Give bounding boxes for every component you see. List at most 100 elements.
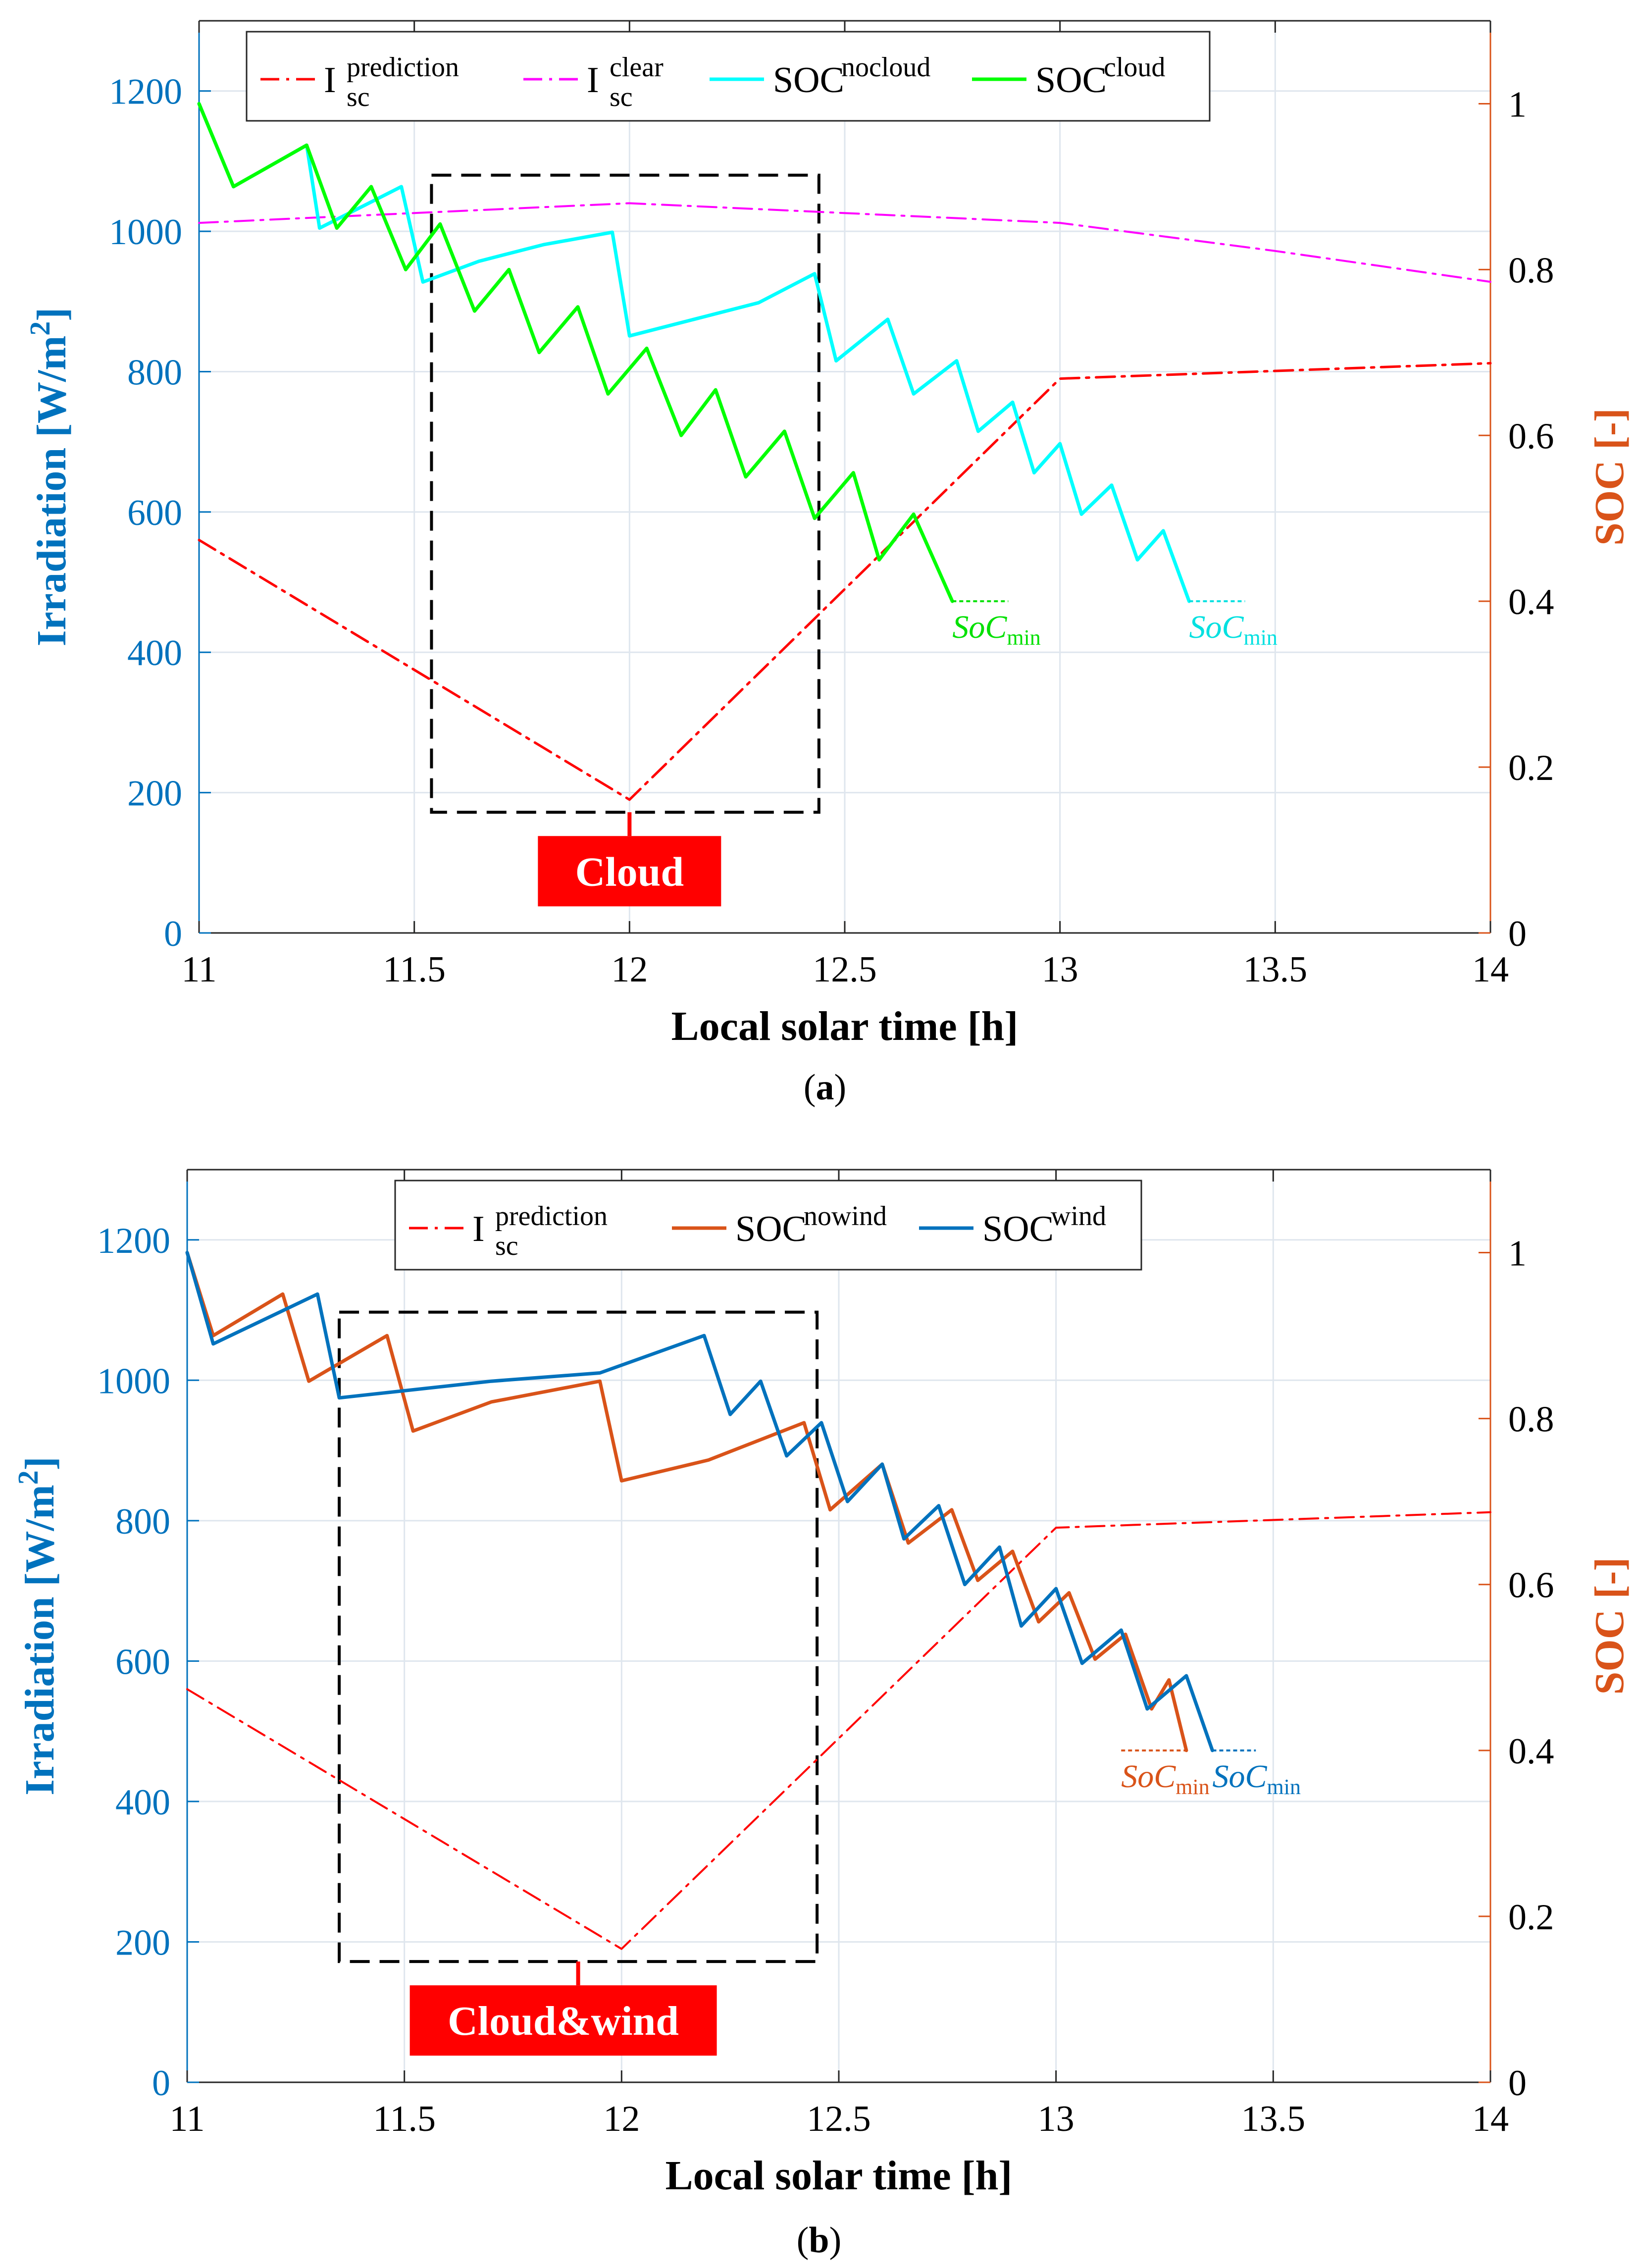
chart-a: 11 11.5 12 12.5 13 13.5 1402004006008001000120…: [24, 20, 1633, 1108]
x-tick-label: 11: [181, 949, 216, 990]
legend-label-1: I: [587, 60, 599, 101]
legend-sup-2: nocloud: [841, 52, 930, 83]
soc-min-label: SoCmin: [1121, 1758, 1209, 1799]
legend-sup-2: wind: [1051, 1201, 1106, 1232]
x-tick-label: 14: [1472, 949, 1509, 990]
series-line-1: [198, 202, 1491, 283]
y-tick-label-left: 200: [127, 773, 182, 814]
x-tick-label: 12.5: [807, 2099, 871, 2139]
y-axis-title-tail: ]: [17, 1456, 63, 1470]
y-tick-label-left: 200: [115, 1922, 170, 1963]
y-tick-label-right: 1: [1508, 1234, 1527, 1274]
y-tick-label-right: 0.6: [1508, 416, 1554, 457]
soc-min-label: SoCmin: [1213, 1758, 1301, 1799]
legend-sup-0: prediction: [347, 52, 459, 83]
soc-min-label: SoCmin: [1189, 609, 1277, 650]
caption-close: ): [829, 2220, 842, 2261]
caption: (b): [797, 2220, 841, 2261]
y-tick-label-left: 400: [127, 633, 182, 673]
legend-sup-3: cloud: [1104, 52, 1165, 83]
legend-base: SOC: [1035, 60, 1107, 101]
legend-box: [394, 1180, 1142, 1271]
soc-min-text: SoC: [1121, 1758, 1176, 1795]
legend-base: SOC: [982, 1209, 1054, 1249]
soc-min-text: SoC: [1189, 609, 1244, 645]
x-tick-label: 13: [1042, 949, 1078, 990]
legend-label-1: SOC: [735, 1209, 807, 1249]
caption-letter: b: [809, 2220, 829, 2261]
legend-label-0: I: [472, 1209, 485, 1249]
soc-min-sub: min: [1007, 625, 1040, 650]
y-axis-title-left: Irradiation [W/m2]: [24, 308, 75, 647]
series-line-0: [198, 362, 1492, 801]
legend-base: I: [587, 60, 599, 101]
y-axis-title-text: Irradiation [W/m: [17, 1485, 63, 1796]
x-tick-label: 13.5: [1241, 2099, 1306, 2139]
annotation-text: Cloud&wind: [448, 1998, 679, 2044]
caption: (a): [804, 1067, 846, 1108]
legend-sub-0: sc: [495, 1231, 518, 1261]
soc-min-text: SoC: [952, 609, 1007, 645]
legend-base: SOC: [773, 60, 844, 101]
y-tick-label-left: 1000: [97, 1361, 170, 1401]
caption-letter: a: [816, 1067, 834, 1108]
x-tick-label: 11.5: [373, 2099, 436, 2139]
x-tick-label: 11.5: [383, 949, 446, 990]
cloud-region-box: [430, 173, 820, 814]
y-tick-label-left: 1200: [109, 72, 182, 112]
y-tick-label-left: 1200: [97, 1221, 170, 1261]
y-axis-title-tail: ]: [29, 308, 75, 321]
x-axis-title: Local solar time [h]: [671, 1003, 1019, 1049]
grid: [198, 21, 1491, 934]
legend-label-0: I: [324, 60, 336, 101]
legend-label-2: SOC: [982, 1209, 1054, 1249]
y-axis-title-right: SOC [-]: [1586, 1557, 1633, 1695]
caption-open: (: [797, 2220, 809, 2261]
y-tick-label-right: 0: [1508, 914, 1527, 954]
y-tick-label-right: 0.4: [1508, 1731, 1554, 1772]
x-tick-label: 11: [169, 2099, 204, 2139]
caption-open: (: [804, 1067, 816, 1108]
legend-sup-1: clear: [610, 52, 664, 83]
x-axis-title: Local solar time [h]: [665, 2153, 1013, 2199]
caption-close: ): [834, 1067, 847, 1108]
annotation-box: [538, 836, 721, 907]
y-tick-label-right: 0: [1508, 2063, 1527, 2104]
x-tick-label: 14: [1472, 2099, 1509, 2139]
soc-min-text: SoC: [1213, 1758, 1268, 1795]
legend-sub-1: sc: [610, 82, 633, 112]
grid: [186, 1170, 1491, 2083]
legend-label-3: SOC: [1035, 60, 1107, 101]
legend-sup-1: nowind: [804, 1201, 887, 1232]
y-tick-label-right: 0.4: [1508, 582, 1554, 622]
x-tick-label: 12.5: [813, 949, 877, 990]
series-line-2: [197, 102, 1191, 603]
y-axis-title-sup: 2: [24, 321, 56, 336]
legend-base: I: [324, 60, 336, 101]
y-tick-label-right: 0.2: [1508, 1897, 1554, 1938]
series-line-2: [185, 1251, 1214, 1753]
y-tick-label-left: 600: [115, 1642, 170, 1682]
y-tick-label-right: 0.8: [1508, 250, 1554, 291]
y-axis-title-right: SOC [-]: [1586, 408, 1633, 546]
legend-label-2: SOC: [773, 60, 844, 101]
legend-base: SOC: [735, 1209, 807, 1249]
series-line-1: [185, 1251, 1188, 1753]
x-tick-label: 13.5: [1243, 949, 1308, 990]
annotation-box: [409, 1985, 717, 2056]
chart-b: 11 11.5 12 12.5 13 13.5 1402004006008001000120…: [12, 1169, 1633, 2261]
y-tick-label-left: 800: [127, 352, 182, 393]
y-tick-label-left: 400: [115, 1782, 170, 1823]
y-tick-label-left: 600: [127, 493, 182, 533]
y-axis-title-left: Irradiation [W/m2]: [12, 1456, 63, 1796]
soc-min-label: SoCmin: [952, 609, 1040, 650]
y-tick-label-left: 1000: [109, 212, 182, 253]
y-tick-label-left: 0: [164, 914, 182, 954]
soc-min-sub: min: [1176, 1775, 1209, 1799]
x-tick-label: 13: [1038, 2099, 1074, 2139]
y-tick-label-right: 0.2: [1508, 748, 1554, 788]
annotation-text: Cloud: [575, 849, 684, 895]
